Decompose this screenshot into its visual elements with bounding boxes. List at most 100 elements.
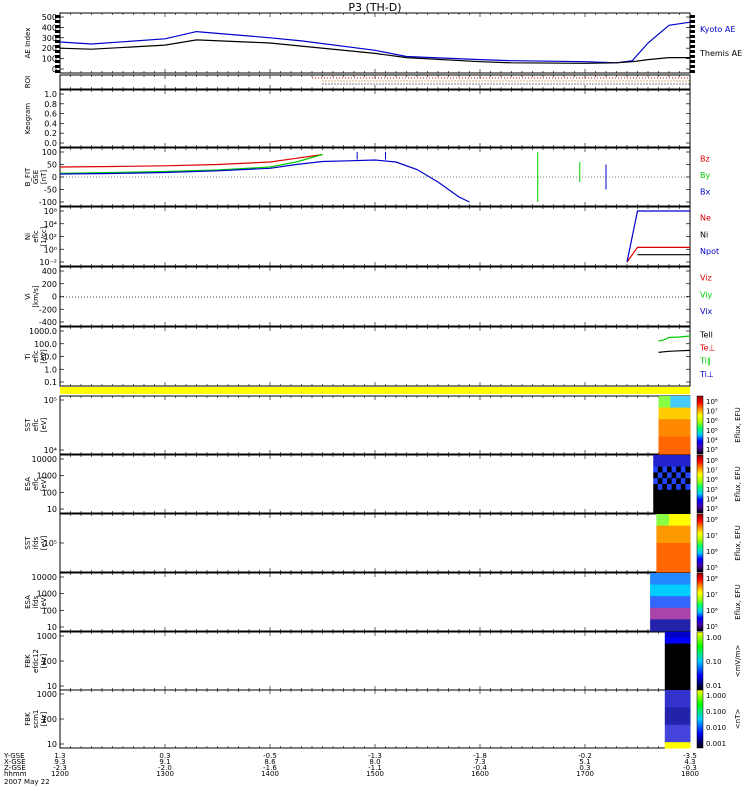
spectrogram-cell [683, 707, 688, 714]
spectrogram-cell [686, 684, 691, 691]
spectrogram-cell [670, 578, 676, 586]
colorbar-tick-label: 0.10 [706, 658, 722, 666]
edge-marker [55, 50, 60, 53]
spectrogram-cell [653, 501, 659, 508]
spectrogram-cell [658, 413, 663, 420]
spectrogram-cell [685, 573, 691, 580]
spectrogram-cell [680, 590, 686, 597]
spectrogram-cell [671, 672, 675, 679]
spectrogram-cell [673, 548, 678, 556]
spectrogram-cell [681, 514, 687, 521]
spectrogram-cell [674, 684, 678, 691]
spectrogram-cell [667, 643, 672, 650]
spectrogram-cell [655, 613, 661, 620]
spectrogram-cell [667, 661, 672, 668]
spectrogram-cell [681, 525, 687, 532]
edge-marker [690, 15, 695, 18]
panel-frame-fbk_b [59, 689, 691, 749]
spectrogram-cell [667, 655, 672, 662]
spectrogram-cell [686, 632, 691, 639]
spectrogram-cell [674, 442, 679, 449]
x-row-label: 2007 May 22 [4, 778, 50, 786]
y-axis-label: Ni [24, 233, 32, 240]
spectrogram-cell [685, 560, 691, 567]
spectrogram-cell [664, 666, 669, 674]
spectrogram-cell [678, 396, 683, 403]
spectrogram-cell [683, 701, 688, 708]
spectrogram-cell [677, 554, 683, 561]
y-axis-label: scm1 [32, 710, 40, 729]
legend-entry: Vix [700, 307, 713, 316]
colorbar-tick-label: 10⁴ [706, 436, 718, 444]
spectrogram-cell [662, 419, 667, 426]
spectrogram-cell [685, 489, 691, 497]
legend-entry: Kyoto AE [700, 25, 735, 34]
spectrogram-cell [680, 625, 686, 632]
spectrogram-cell [660, 578, 666, 586]
spectrogram-cell [655, 596, 661, 603]
spectrogram-cell [671, 489, 677, 497]
spectrogram-cell [664, 724, 669, 732]
spectrogram-cell [657, 484, 663, 491]
spectrogram-cell [676, 484, 682, 491]
spectrogram-cell [686, 407, 691, 414]
spectrogram-cell [683, 730, 688, 737]
spectrogram-cell [667, 455, 673, 462]
spectrogram-cell [670, 602, 676, 609]
y-tick-label: 1000 [37, 632, 57, 641]
spectrogram-cell [683, 690, 688, 697]
x-tick-label: -3.5 [683, 752, 697, 760]
y-axis-label: ifds [32, 536, 40, 549]
y-tick-label: 1.0 [44, 365, 57, 374]
spectrogram-cell [660, 619, 666, 626]
spectrogram-cell [682, 442, 687, 449]
spectrogram-cell [680, 643, 685, 650]
y-tick-label: -50 [44, 186, 57, 195]
spectrogram-cell [685, 501, 691, 508]
x-tick-label: 4.3 [684, 758, 695, 766]
edge-marker [55, 20, 60, 23]
spectrogram-cell [680, 472, 686, 479]
spectrogram-cell [683, 724, 688, 732]
spectrogram-cell [682, 436, 687, 443]
legend-entry: Bx [700, 187, 710, 196]
colorbar-tick-label: 0.01 [706, 682, 722, 690]
legend-entry: Ti⊥ [699, 370, 714, 379]
spectrogram-cell [653, 507, 659, 514]
spectrogram-cell [664, 548, 670, 556]
spectrogram-cell [671, 690, 675, 697]
legend-entry: Viz [700, 273, 712, 282]
edge-marker [55, 40, 60, 43]
spectrogram-cell [683, 661, 688, 668]
colorbar-label: Eflux, EFU [734, 407, 742, 442]
y-tick-label: 200 [42, 44, 57, 53]
x-tick-label: -2.3 [53, 764, 67, 772]
spectrogram-cell [671, 466, 677, 473]
y-axis-label: [nT] [40, 170, 48, 184]
spectrogram-cell [677, 736, 682, 743]
spectrogram-cell [677, 661, 682, 668]
y-tick-label: 0.2 [44, 129, 57, 138]
spectrogram-cell [660, 625, 666, 632]
spectrogram-cell [677, 713, 682, 720]
colorbar-tick-label: 10⁵ [706, 564, 718, 572]
spectrogram-cell [670, 625, 676, 632]
spectrogram-cell [656, 560, 662, 567]
colorbar-tick-label: 10⁷ [706, 467, 718, 475]
spectrogram-cell [682, 419, 687, 426]
spectrogram-cell [686, 649, 691, 656]
spectrogram-cell [666, 436, 671, 443]
spectrogram-cell [678, 419, 683, 426]
y-axis-label: FBK [24, 712, 32, 726]
spectrogram-cell [671, 460, 677, 468]
spectrogram-cell [650, 613, 656, 620]
y-axis-label: ESA [24, 595, 32, 609]
spectrogram-cell [671, 478, 677, 485]
y-tick-label: 0 [52, 293, 57, 302]
y-tick-label: 100 [42, 55, 57, 64]
spectrogram-cell [674, 707, 678, 714]
chart-title: P3 (TH-D) [348, 1, 402, 14]
spectrogram-cell [674, 655, 678, 662]
spectrogram-cell [682, 407, 687, 414]
spectrogram-cell [667, 701, 672, 708]
